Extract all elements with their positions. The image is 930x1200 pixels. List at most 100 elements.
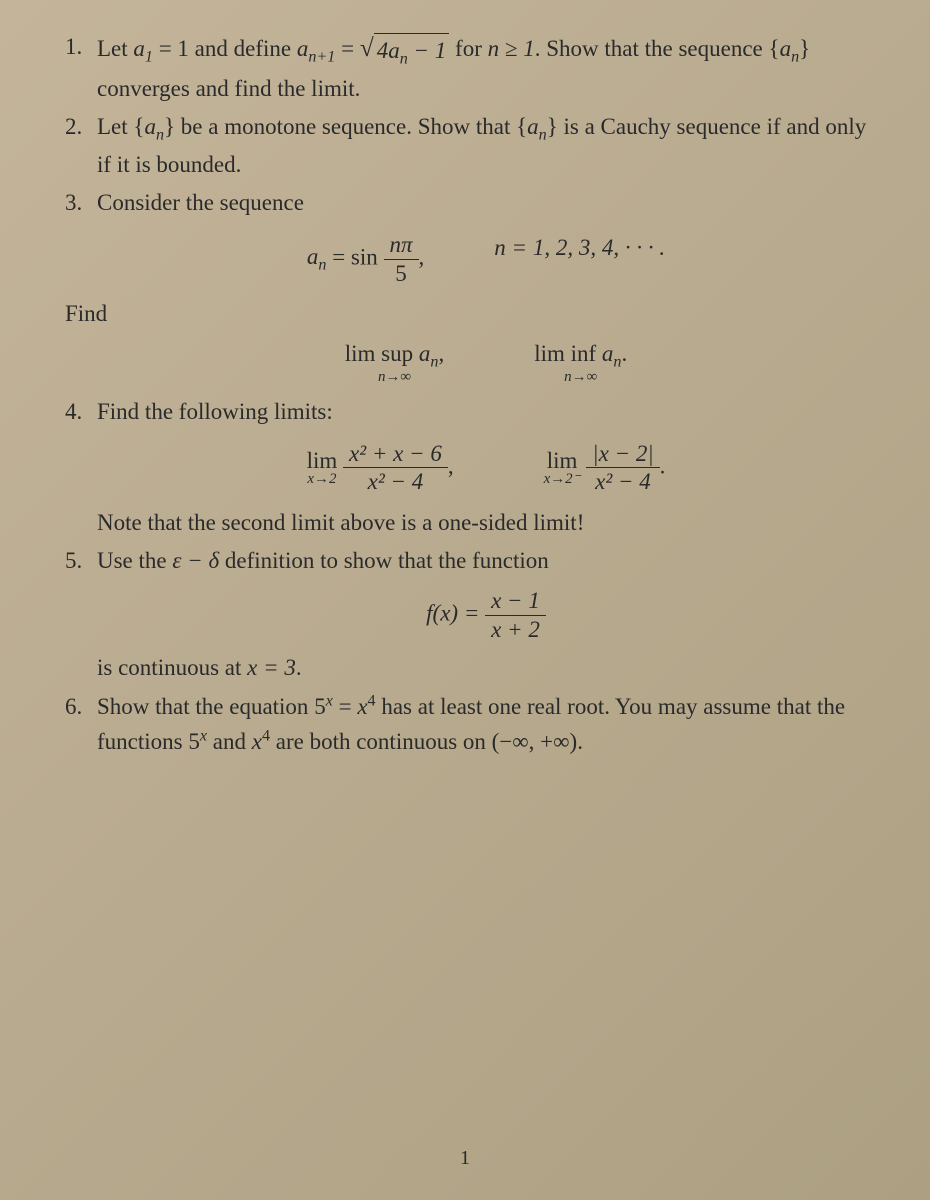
sqrt-sign: √: [360, 30, 374, 68]
p5-before: Use the: [97, 548, 172, 573]
p3-liminf-under: n→∞: [534, 370, 627, 385]
p5-after: definition to show that the function: [219, 548, 549, 573]
p6-eq: =: [333, 694, 357, 719]
p3-limsup-a: a: [419, 341, 431, 366]
p5-equation: f(x) = x − 1x + 2: [97, 587, 875, 643]
p3-liminf-a: a: [602, 341, 614, 366]
p5-frac-num: x − 1: [485, 587, 546, 616]
p5-text: Use the ε − δ definition to show that th…: [97, 548, 549, 573]
p3-liminf: lim inf an. n→∞: [534, 342, 627, 386]
page-number: 1: [460, 1147, 470, 1170]
p3-frac-num: nπ: [384, 231, 419, 260]
sqrt-expr: √4an − 1: [360, 30, 449, 72]
p1-for: for: [449, 36, 487, 61]
p3-limsup-stack: lim sup an, n→∞: [345, 342, 444, 386]
p4-intro: Find the following limits:: [97, 399, 333, 424]
p4-note: Note that the second limit above is a on…: [97, 510, 584, 535]
p2-an2-a: a: [527, 114, 539, 139]
p4-lim2-top: lim: [544, 449, 581, 472]
p1-text: Let a1 = 1 and define an+1 = √4an − 1 fo…: [97, 36, 810, 101]
problem-5: Use the ε − δ definition to show that th…: [65, 544, 875, 685]
p5-flabel: f(x) =: [426, 600, 485, 625]
p4-frac1-num: x² + x − 6: [343, 440, 448, 469]
problem-4: Find the following limits: lim x→2 x² + …: [65, 395, 875, 540]
p5-frac: x − 1x + 2: [485, 587, 546, 643]
p3-limits-row: lim sup an, n→∞ lim inf an. n→∞: [97, 342, 875, 386]
p4-limits-row: lim x→2 x² + x − 6 x² − 4 , lim x→2⁻ |x …: [97, 440, 875, 496]
p4-lim1-top: lim: [307, 449, 338, 472]
p4-frac2-num: |x − 2|: [586, 440, 659, 469]
p6-5x: 5: [314, 694, 326, 719]
p1-eq1: = 1 and define: [153, 36, 297, 61]
p6-tail: are both continuous on: [270, 729, 492, 754]
p6-before: Show that the equation: [97, 694, 314, 719]
p5-frac-den: x + 2: [485, 616, 546, 644]
p3-find: Find: [65, 297, 875, 332]
p1-an1: a: [297, 36, 309, 61]
p3-comma: ,: [419, 244, 425, 269]
p4-lim2: lim x→2⁻: [544, 449, 581, 487]
p1-seq-sub: n: [791, 49, 799, 66]
p2-an-a: a: [144, 114, 156, 139]
p6-x4: x: [357, 694, 367, 719]
p1-eq2: =: [335, 36, 359, 61]
p3-liminf-stack: lim inf an. n→∞: [534, 342, 627, 386]
p6-x4-sup: 4: [368, 693, 376, 710]
p3-eq-right: n = 1, 2, 3, 4, · · · .: [494, 231, 665, 287]
p1-before: Let: [97, 36, 133, 61]
p4-frac2-den: x² − 4: [586, 468, 659, 496]
p1-sqrt-a: 4a: [377, 38, 400, 63]
p1-seq-a: a: [780, 36, 792, 61]
p6-x42: x: [252, 729, 262, 754]
p1-a1-sub: 1: [145, 49, 153, 66]
p6-dot: .: [577, 729, 583, 754]
p5-cont-x: x = 3: [247, 655, 296, 680]
p4-frac2: |x − 2| x² − 4: [586, 440, 659, 496]
problem-6: Show that the equation 5x = x4 has at le…: [65, 690, 875, 760]
p6-5x-sup: x: [326, 693, 333, 710]
p2-an2-sub: n: [539, 127, 547, 144]
p4-limit-1: lim x→2 x² + x − 6 x² − 4 ,: [307, 440, 454, 496]
problem-list: Let a1 = 1 and define an+1 = √4an − 1 fo…: [65, 30, 875, 760]
p6-5x2-sup: x: [200, 728, 207, 745]
p3-limsup-c: ,: [438, 341, 444, 366]
p4-frac1: x² + x − 6 x² − 4: [343, 440, 448, 496]
problem-1: Let a1 = 1 and define an+1 = √4an − 1 fo…: [65, 30, 875, 106]
p1-tail: . Show that the sequence {: [535, 36, 780, 61]
page-content: Let a1 = 1 and define an+1 = √4an − 1 fo…: [0, 0, 930, 760]
p2-text: Let {an} be a monotone sequence. Show th…: [97, 114, 866, 177]
p2-an-sub: n: [156, 127, 164, 144]
p1-an1-sub: n+1: [308, 49, 335, 66]
p1-sqrt-sub: n: [400, 51, 408, 68]
problem-2: Let {an} be a monotone sequence. Show th…: [65, 110, 875, 182]
p6-x42-sup: 4: [262, 728, 270, 745]
p3-frac-den: 5: [384, 260, 419, 288]
p6-and: and: [207, 729, 252, 754]
p1-sqrt-tail: − 1: [408, 38, 447, 63]
p4-dot: .: [660, 453, 666, 478]
p4-frac1-den: x² − 4: [343, 468, 448, 496]
p3-liminf-label: lim inf: [534, 341, 602, 366]
p3-eqa: a: [307, 244, 319, 269]
p4-lim1: lim x→2: [307, 449, 338, 487]
p4-lim1-under: x→2: [307, 472, 338, 487]
p3-eqmid: = sin: [326, 244, 383, 269]
p5-cont: is continuous at x = 3.: [97, 655, 302, 680]
problem-3: Consider the sequence an = sin nπ5, n = …: [65, 186, 875, 385]
sqrt-content: 4an − 1: [374, 33, 450, 72]
p5-cont-before: is continuous at: [97, 655, 247, 680]
p2-before: Let {: [97, 114, 144, 139]
p6-5x2: 5: [188, 729, 200, 754]
p5-eps: ε − δ: [172, 548, 219, 573]
p1-a1: a: [133, 36, 145, 61]
p3-limsup-under: n→∞: [345, 370, 444, 385]
p6-text: Show that the equation 5x = x4 has at le…: [97, 694, 845, 754]
p3-eq-left: an = sin nπ5,: [307, 231, 424, 287]
p3-liminf-d: .: [621, 341, 627, 366]
p3-limsup-label: lim sup: [345, 341, 419, 366]
p3-frac: nπ5: [384, 231, 419, 287]
p5-cont-dot: .: [296, 655, 302, 680]
p1-ngeq: n ≥ 1: [488, 36, 535, 61]
p3-intro: Consider the sequence: [97, 190, 304, 215]
p3-equation-row: an = sin nπ5, n = 1, 2, 3, 4, · · · .: [97, 231, 875, 287]
